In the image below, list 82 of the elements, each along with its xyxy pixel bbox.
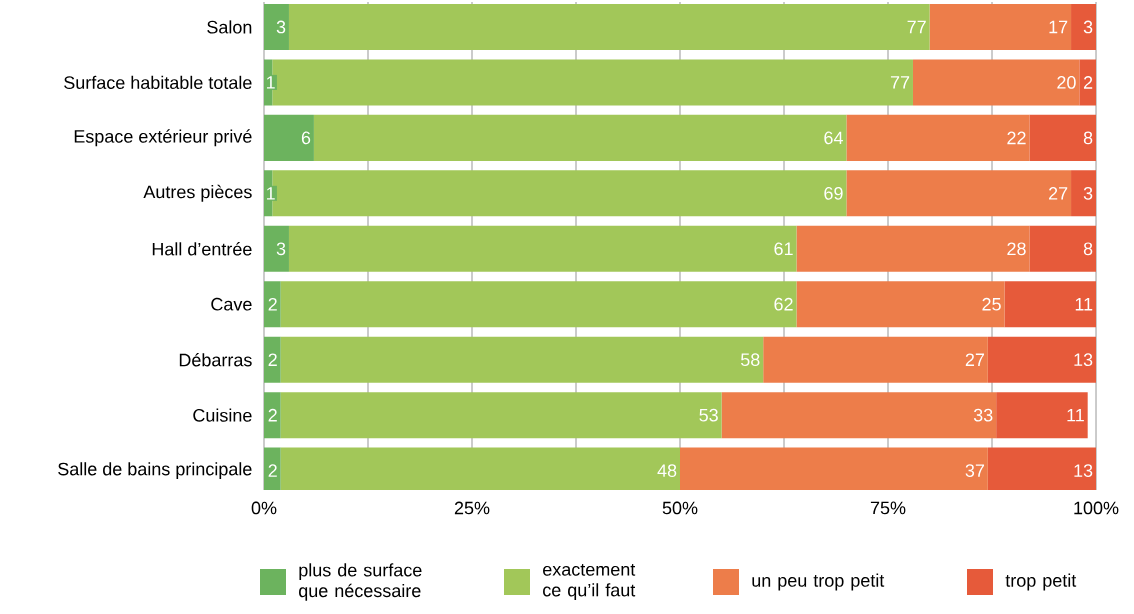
bar <box>264 3 289 50</box>
data-label: 77 <box>907 20 926 34</box>
data-label: 6 <box>301 131 311 145</box>
data-label: 13 <box>1074 464 1093 477</box>
bar <box>264 225 289 272</box>
x-tick-label: 25% <box>454 501 490 515</box>
legend-label: trop petit <box>1005 573 1077 591</box>
legend-label: un peu trop petit <box>752 573 885 591</box>
y-tick-label: Salle de bains principale <box>58 462 252 479</box>
data-label: 27 <box>1049 187 1068 200</box>
x-tick-label: 100% <box>1074 501 1119 515</box>
bar <box>1071 3 1097 50</box>
data-label: 20 <box>1057 76 1076 89</box>
data-label: 62 <box>774 297 793 311</box>
data-label: 8 <box>1083 242 1093 256</box>
y-tick-label: Surface habitable totale <box>64 75 252 90</box>
bar <box>846 114 1030 161</box>
data-label: 27 <box>965 353 985 366</box>
data-label: 11 <box>1075 298 1093 311</box>
bar <box>996 392 1088 439</box>
data-label: 17 <box>1049 20 1068 34</box>
data-label: 2 <box>1083 76 1093 89</box>
data-label: 3 <box>1083 186 1093 200</box>
data-label: 22 <box>1007 131 1026 145</box>
data-label: 1 <box>266 187 275 200</box>
x-tick-label: 75% <box>870 501 906 515</box>
bar <box>912 59 1080 106</box>
data-label: 61 <box>774 242 793 256</box>
bar <box>929 3 1072 50</box>
bar <box>280 281 797 328</box>
x-tick-label: 50% <box>662 501 698 515</box>
data-label: 2 <box>268 408 277 422</box>
data-label: 37 <box>965 464 985 477</box>
bar <box>1029 114 1097 161</box>
data-label: 77 <box>890 76 910 89</box>
y-tick-label: Cuisine <box>193 408 252 422</box>
y-tick-label: Autres pièces <box>143 184 252 202</box>
bar <box>1079 59 1097 106</box>
y-tick-label: Débarras <box>179 352 252 367</box>
data-label: 11 <box>1067 408 1084 422</box>
data-label: 3 <box>276 242 286 256</box>
data-label: 58 <box>740 353 760 367</box>
data-label: 28 <box>1007 242 1026 256</box>
bar <box>313 114 847 161</box>
data-label: 33 <box>973 408 993 422</box>
data-label: 8 <box>1083 131 1093 145</box>
bar <box>280 336 764 383</box>
bar <box>1029 225 1097 272</box>
data-label: 64 <box>824 131 843 145</box>
bar <box>264 392 281 439</box>
bar <box>1071 170 1097 217</box>
y-tick-label: Espace extérieur privé <box>74 129 252 147</box>
y-tick-label: Hall d’entrée <box>152 242 252 256</box>
bar <box>280 392 722 439</box>
bar <box>763 336 988 383</box>
data-label: 69 <box>824 186 843 200</box>
data-label: 2 <box>268 464 277 477</box>
data-label: 2 <box>268 297 277 311</box>
data-label: 1 <box>266 76 275 89</box>
bar <box>288 225 797 272</box>
legend-label: exactement ce qu’il faut <box>543 563 636 601</box>
y-tick-label: Cave <box>211 297 252 311</box>
bar <box>264 336 281 383</box>
bar <box>846 170 1072 217</box>
bar <box>264 281 281 328</box>
bar <box>987 336 1097 383</box>
x-tick-label: 0% <box>251 501 277 515</box>
bar <box>721 392 997 439</box>
bar <box>796 225 1030 272</box>
y-tick-label: Salon <box>207 20 252 34</box>
bar <box>264 114 314 161</box>
data-label: 3 <box>276 20 286 34</box>
bar <box>796 281 1005 328</box>
bar <box>288 3 930 50</box>
data-label: 3 <box>1083 20 1093 34</box>
data-label: 25 <box>982 297 1001 311</box>
data-label: 48 <box>657 464 677 477</box>
data-label: 53 <box>699 408 718 422</box>
legend-label: plus de surface que nécessaire <box>299 563 422 601</box>
bar <box>1004 281 1097 328</box>
data-label: 2 <box>268 353 277 366</box>
data-label: 13 <box>1074 353 1093 367</box>
